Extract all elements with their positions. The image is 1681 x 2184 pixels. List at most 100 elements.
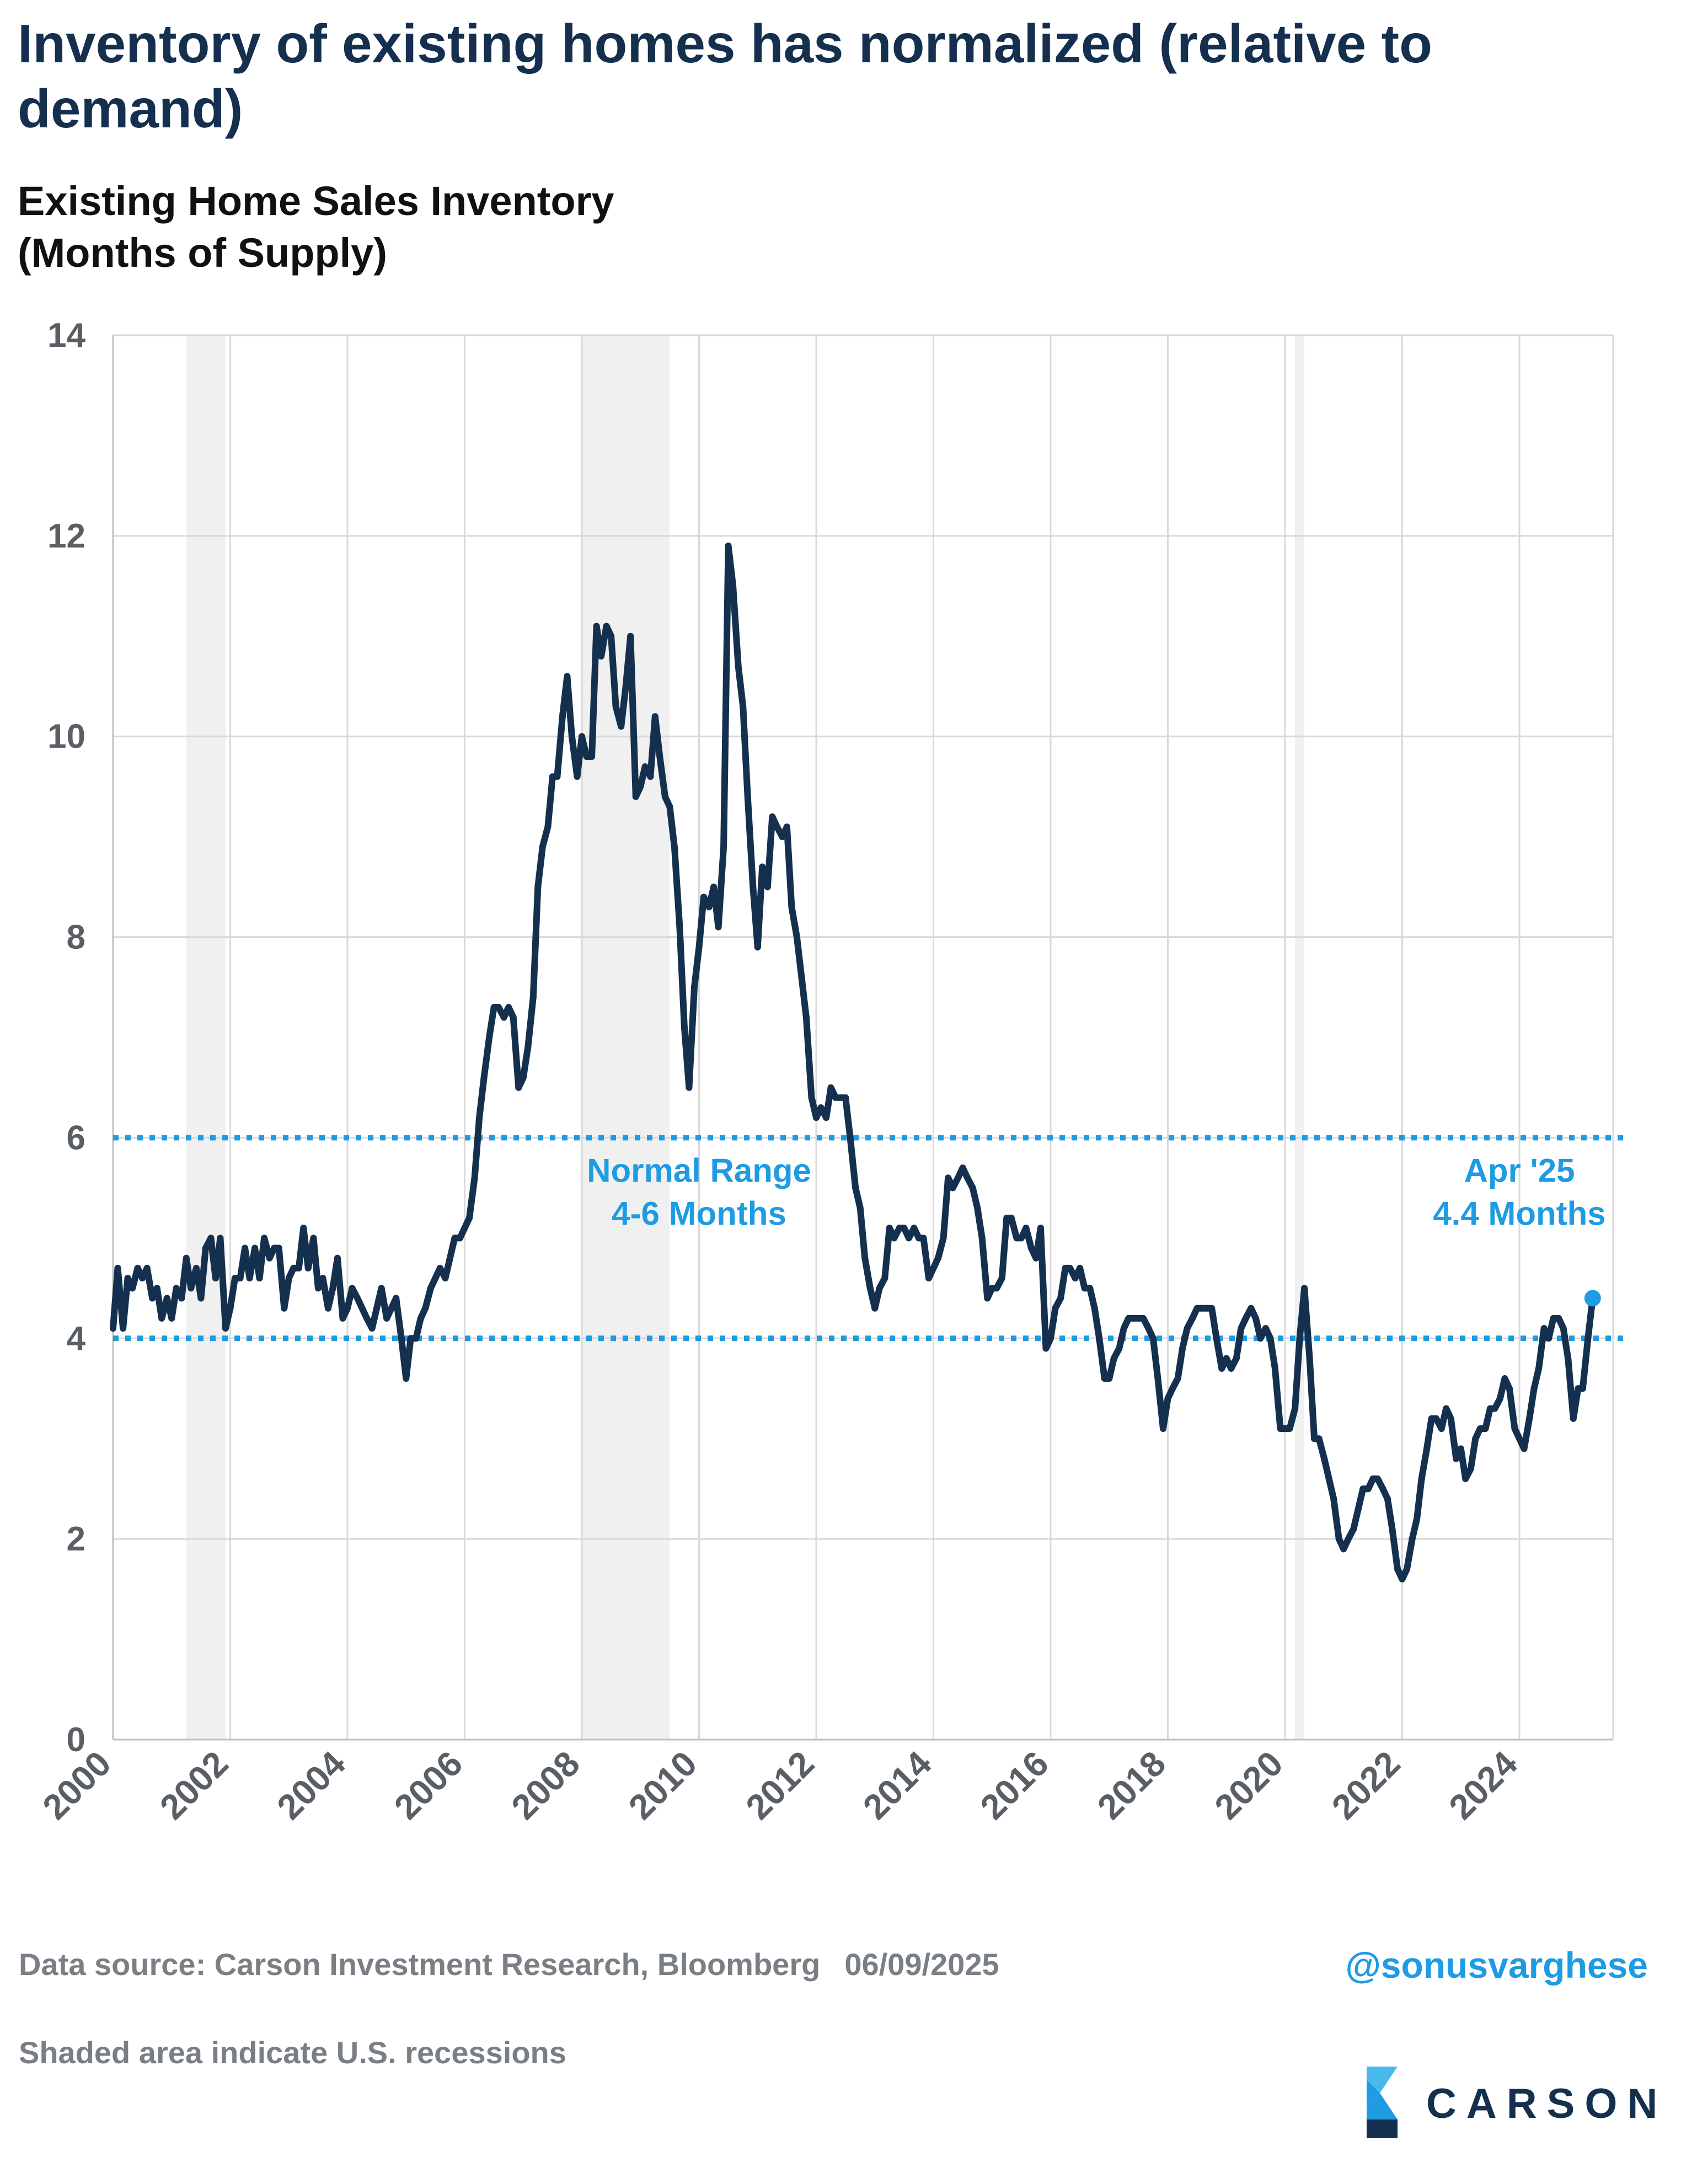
data-point: [304, 1264, 312, 1271]
x-tick-label: 2022: [1324, 1743, 1408, 1827]
data-point: [622, 683, 629, 690]
data-point: [256, 1275, 263, 1282]
data-point: [901, 1225, 908, 1232]
recession-band: [581, 335, 670, 1740]
data-point: [1130, 1314, 1137, 1322]
data-point: [911, 1225, 918, 1232]
data-point: [544, 823, 552, 830]
data-point: [1443, 1405, 1450, 1412]
data-point: [422, 1305, 429, 1312]
data-point: [1003, 1214, 1010, 1221]
data-point: [1560, 1325, 1567, 1332]
data-point: [451, 1235, 458, 1242]
data-point: [1086, 1285, 1094, 1292]
data-point: [1057, 1295, 1064, 1302]
annotation-text: 4-6 Months: [612, 1195, 786, 1232]
data-point: [134, 1264, 141, 1271]
data-point: [1374, 1475, 1381, 1482]
data-point: [695, 943, 703, 951]
data-point: [413, 1335, 420, 1342]
data-point: [1106, 1375, 1113, 1382]
data-point: [1203, 1305, 1211, 1312]
data-point: [1511, 1425, 1518, 1432]
y-tick-label: 10: [47, 718, 85, 756]
data-point: [295, 1264, 302, 1271]
data-point: [139, 1275, 146, 1282]
source-text: Data source: Carson Investment Research,…: [19, 1947, 821, 1982]
data-point: [314, 1285, 322, 1292]
chart-axes: [112, 335, 1613, 1741]
data-point: [661, 793, 668, 800]
data-point: [471, 1174, 478, 1182]
data-point: [1359, 1485, 1367, 1493]
data-point: [1101, 1375, 1108, 1382]
data-point: [1238, 1325, 1245, 1332]
data-point: [1389, 1525, 1396, 1532]
data-point: [656, 753, 663, 760]
data-point: [1145, 1325, 1152, 1332]
data-point: [1526, 1415, 1533, 1422]
data-point: [554, 773, 561, 780]
data-point: [1555, 1314, 1562, 1322]
data-point: [207, 1235, 215, 1242]
data-point: [446, 1254, 453, 1262]
data-point: [861, 1254, 869, 1262]
annotation-text: Normal Range: [587, 1152, 811, 1189]
data-point: [1160, 1425, 1166, 1432]
data-point: [1311, 1435, 1318, 1442]
x-tick-label: 2010: [621, 1743, 705, 1827]
carson-logo-mark: [1367, 2067, 1398, 2138]
data-point: [993, 1285, 1000, 1292]
data-point: [891, 1235, 898, 1242]
data-point: [881, 1275, 888, 1282]
data-point: [242, 1244, 249, 1252]
normal-range-lines: [113, 1135, 1630, 1341]
data-point: [823, 1114, 830, 1121]
data-point: [188, 1285, 195, 1292]
data-point: [1018, 1235, 1025, 1242]
author-handle[interactable]: @sonusvarghese: [1345, 1945, 1648, 1986]
y-tick-label: 14: [47, 316, 85, 355]
data-point: [1174, 1375, 1181, 1382]
data-point: [383, 1314, 390, 1322]
data-point: [647, 773, 654, 780]
data-point: [1467, 1465, 1474, 1472]
data-point: [310, 1235, 317, 1242]
data-point: [212, 1275, 219, 1282]
data-point: [1399, 1575, 1406, 1582]
data-point: [393, 1295, 400, 1302]
data-point: [1570, 1415, 1577, 1422]
y-tick-label: 2: [67, 1520, 85, 1558]
data-point: [603, 623, 610, 630]
data-point: [769, 813, 776, 820]
data-point: [1228, 1365, 1235, 1372]
data-point: [163, 1295, 170, 1302]
data-point: [1032, 1254, 1040, 1262]
data-point: [124, 1275, 131, 1282]
recession-band: [1295, 335, 1305, 1740]
chart-subtitle: Existing Home Sales Inventory (Months of…: [18, 175, 845, 279]
data-point: [1286, 1425, 1293, 1432]
data-point: [549, 773, 556, 780]
data-point: [852, 1184, 859, 1192]
data-point: [783, 823, 790, 830]
data-point: [222, 1325, 229, 1332]
annotation-text: Apr '25: [1464, 1152, 1575, 1189]
data-point: [808, 1094, 815, 1101]
data-point: [354, 1295, 361, 1302]
data-point: [266, 1254, 273, 1262]
x-tick-label: 2024: [1441, 1743, 1525, 1827]
data-point: [632, 793, 639, 800]
data-point: [529, 994, 537, 1001]
data-point: [1218, 1365, 1225, 1372]
data-point: [750, 883, 757, 890]
data-point: [1077, 1264, 1084, 1271]
data-point: [1414, 1515, 1421, 1522]
series-line: [110, 543, 1596, 1582]
data-point: [1169, 1385, 1176, 1392]
data-point: [856, 1204, 864, 1211]
data-point: [1516, 1435, 1523, 1442]
data-point: [915, 1235, 922, 1242]
data-point: [847, 1134, 854, 1141]
data-point: [798, 974, 805, 981]
